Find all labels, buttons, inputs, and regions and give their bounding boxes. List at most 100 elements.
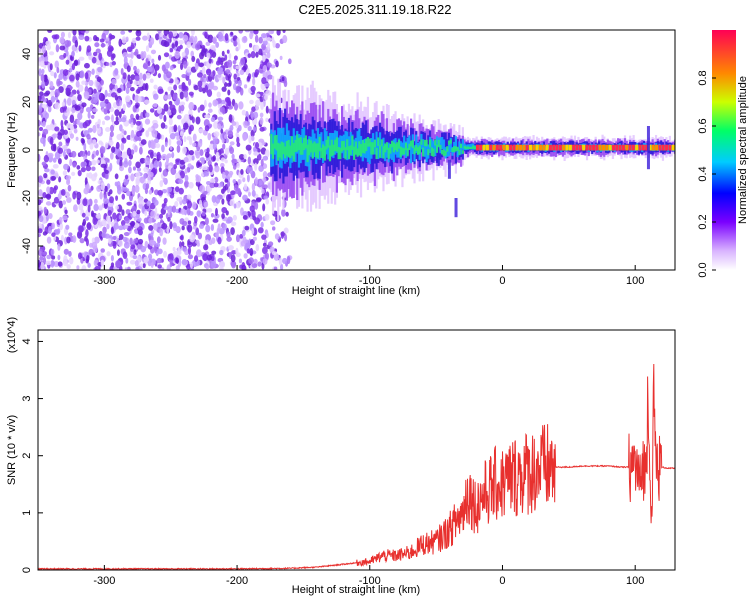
noise-speckle (273, 266, 278, 270)
noise-speckle (41, 68, 45, 75)
noise-speckle (118, 38, 123, 47)
noise-speckle (191, 201, 197, 210)
noise-speckle (47, 99, 53, 107)
noise-speckle (188, 35, 195, 44)
noise-speckle (104, 89, 108, 98)
noise-speckle (65, 87, 71, 92)
signal-band-cell (458, 141, 461, 150)
signal-band-cell (380, 144, 383, 159)
noise-speckle (48, 212, 53, 220)
signal-band-cell (667, 146, 670, 149)
noise-speckle (167, 217, 171, 222)
noise-speckle (163, 103, 169, 112)
signal-band-cell (370, 142, 373, 155)
noise-speckle (95, 213, 102, 219)
noise-speckle (246, 165, 251, 174)
noise-speckle (176, 45, 181, 52)
noise-speckle (52, 157, 57, 163)
noise-speckle (46, 236, 52, 244)
noise-speckle (57, 80, 63, 86)
signal-band-cell (413, 147, 416, 155)
signal-band-cell (275, 139, 278, 166)
noise-speckle (148, 225, 154, 231)
noise-speckle (217, 223, 221, 232)
noise-speckle (38, 233, 42, 238)
noise-speckle (181, 259, 188, 266)
noise-speckle (138, 203, 143, 209)
signal-band-cell (337, 146, 340, 160)
noise-speckle (216, 91, 221, 98)
noise-speckle (39, 256, 44, 261)
noise-speckle (38, 228, 43, 234)
noise-speckle (118, 214, 123, 220)
noise-speckle (85, 106, 92, 113)
signal-core-cell (598, 144, 602, 151)
signal-band-cell (323, 146, 326, 161)
noise-speckle (204, 84, 209, 93)
signal-band-cell (463, 145, 466, 149)
noise-speckle (249, 99, 254, 105)
noise-speckle (109, 131, 114, 138)
noise-speckle (86, 222, 92, 231)
noise-speckle (100, 43, 106, 48)
noise-speckle (170, 167, 177, 176)
noise-speckle (140, 139, 147, 146)
noise-speckle (121, 36, 127, 44)
noise-speckle (235, 79, 238, 85)
signal-band-cell (404, 142, 408, 151)
noise-speckle (219, 260, 226, 269)
noise-speckle (138, 95, 142, 103)
top-y-ticks: -40 -20 0 20 40 (21, 48, 43, 254)
noise-speckle (92, 139, 97, 146)
noise-speckle (255, 244, 260, 252)
noise-speckle (258, 165, 264, 172)
signal-band-cell (385, 142, 389, 150)
noise-speckle (212, 36, 217, 44)
noise-speckle (173, 163, 178, 170)
noise-speckle (65, 224, 70, 230)
noise-speckle (54, 88, 60, 98)
noise-speckle (237, 178, 241, 186)
noise-speckle (117, 187, 122, 195)
noise-speckle (71, 51, 75, 57)
noise-speckle (78, 203, 84, 211)
noise-speckle (233, 102, 239, 111)
signal-core-cell (525, 144, 529, 151)
noise-speckle (230, 31, 234, 36)
noise-speckle (171, 30, 178, 37)
signal-band-cell (368, 142, 371, 165)
noise-speckle (220, 157, 225, 162)
noise-speckle (239, 234, 244, 239)
noise-speckle (100, 62, 104, 68)
signal-core-cell (482, 144, 486, 151)
noise-speckle (60, 119, 64, 128)
y-tick-label: 0 (21, 147, 33, 153)
noise-speckle (123, 178, 129, 186)
noise-speckle (210, 224, 215, 232)
noise-speckle (133, 65, 137, 71)
noise-speckle (86, 255, 90, 262)
signal-band-cell (466, 146, 470, 149)
noise-speckle (73, 120, 77, 126)
signal-band-cell (278, 143, 282, 158)
noise-speckle (54, 60, 60, 69)
noise-speckle (46, 179, 51, 185)
noise-speckle (68, 256, 74, 265)
noise-speckle (68, 232, 73, 237)
signal-band-cell (375, 147, 378, 160)
signal-core-cell (495, 144, 499, 151)
signal-band-cell (332, 144, 335, 156)
noise-speckle (44, 56, 49, 62)
signal-band-cell (289, 145, 292, 159)
noise-speckle (220, 128, 224, 134)
noise-speckle (95, 48, 101, 54)
noise-speckle (238, 101, 244, 110)
noise-speckle (261, 188, 265, 194)
noise-speckle (81, 102, 87, 108)
noise-speckle (232, 179, 237, 184)
signal-band-cell (473, 146, 477, 150)
y-tick-label: 1 (21, 510, 33, 516)
noise-speckle (69, 158, 73, 167)
signal-band-cell (623, 145, 627, 148)
noise-speckle (47, 30, 53, 33)
